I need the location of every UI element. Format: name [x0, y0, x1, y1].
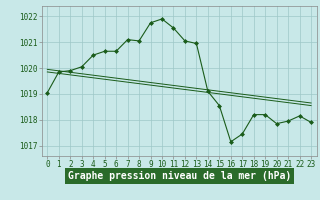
X-axis label: Graphe pression niveau de la mer (hPa): Graphe pression niveau de la mer (hPa): [68, 171, 291, 181]
